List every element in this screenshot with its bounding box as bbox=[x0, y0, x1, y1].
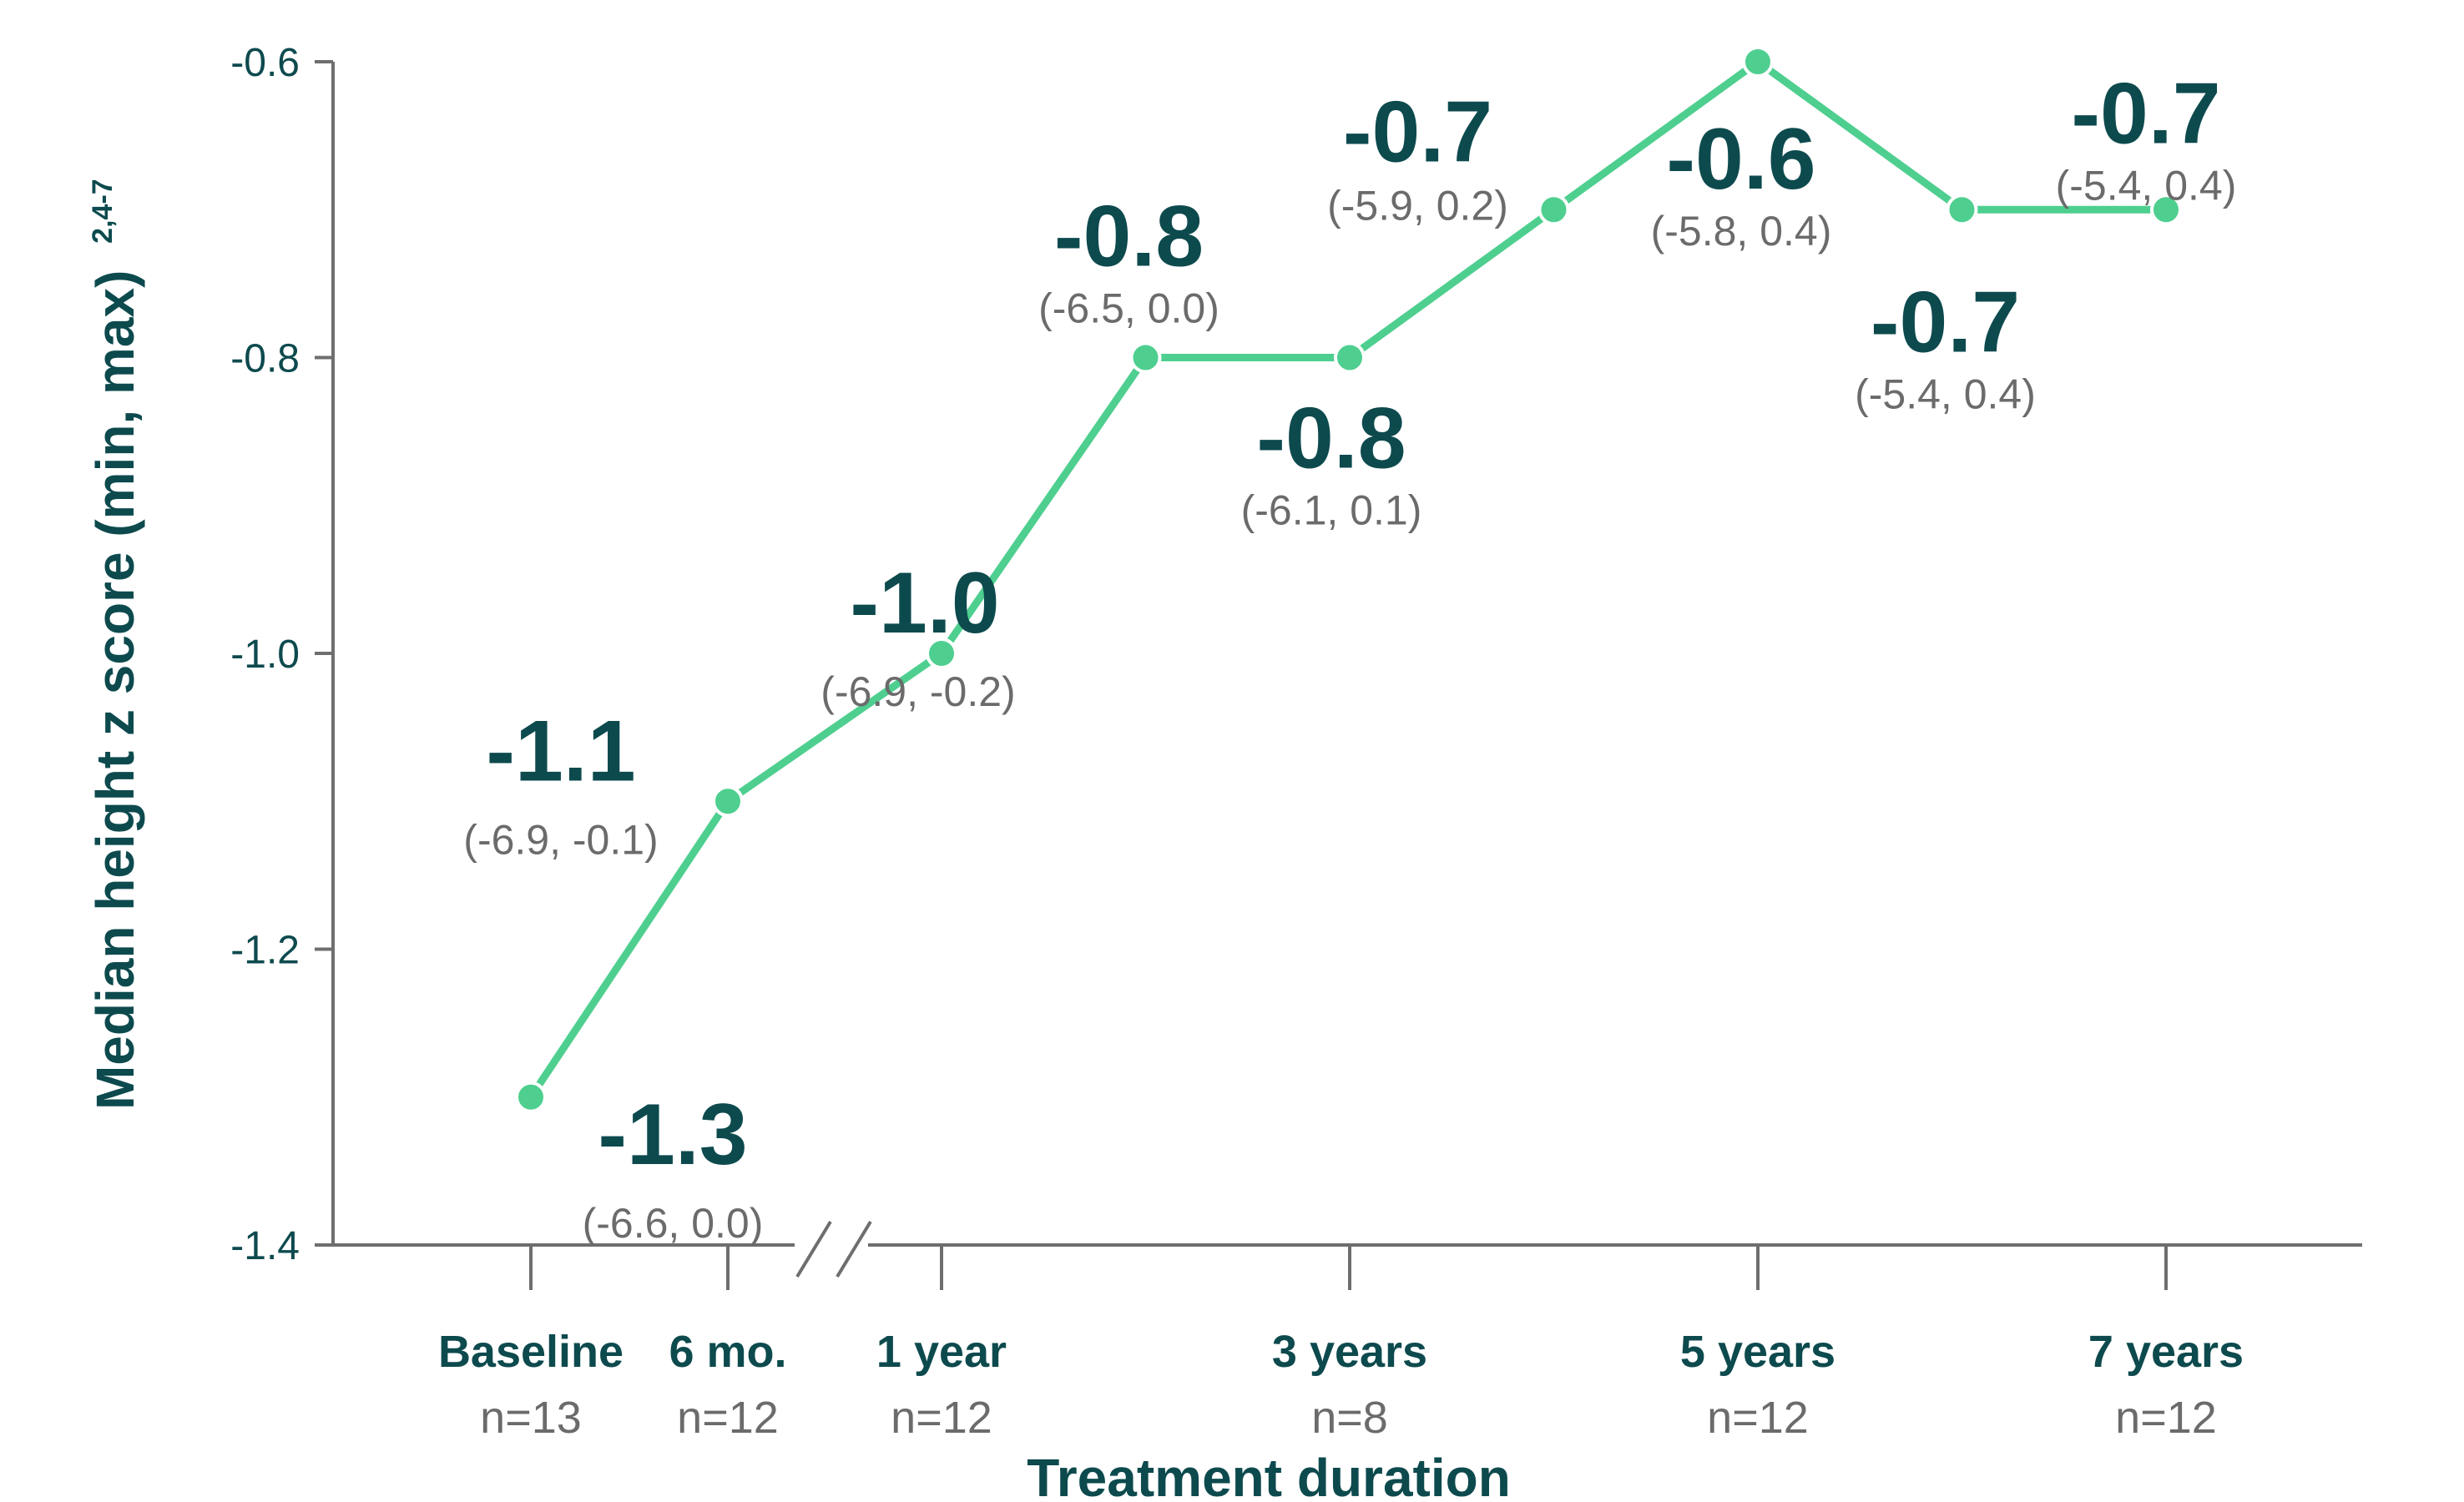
x-axis: Baseline n=13 6 mo. n=12 1 year n=12 3 years n=… bbox=[331, 1220, 2362, 1443]
x-tick-label: 7 years bbox=[2088, 1327, 2244, 1377]
y-axis-title-text: Median height z score (min, max) bbox=[85, 270, 145, 1110]
x-tick-n-label: n=12 bbox=[677, 1393, 779, 1443]
data-point bbox=[1537, 194, 1570, 226]
y-tick-label: -1.2 bbox=[230, 929, 300, 973]
data-point bbox=[712, 785, 744, 818]
value-label: -0.8 bbox=[1256, 391, 1406, 487]
range-label: (-5.8, 0.4) bbox=[1651, 208, 1832, 255]
y-tick-label: -0.8 bbox=[230, 337, 300, 381]
x-tick-label: 5 years bbox=[1680, 1327, 1835, 1377]
value-label: -1.1 bbox=[486, 703, 635, 799]
data-point bbox=[1334, 341, 1366, 374]
range-label: (-5.9, 0.2) bbox=[1327, 182, 1508, 229]
range-label: (-5.4, 0.4) bbox=[2056, 162, 2237, 209]
value-label: -0.7 bbox=[1871, 274, 2020, 370]
y-tick-label: -1.4 bbox=[230, 1224, 300, 1268]
range-label: (-6.6, 0.0) bbox=[583, 1200, 764, 1247]
range-label: (-6.9, -0.2) bbox=[820, 668, 1015, 715]
x-axis-title: Treatment duration bbox=[1027, 1448, 1511, 1502]
y-ticks: -0.6 -0.8 -1.0 -1.2 -1.4 bbox=[230, 41, 333, 1268]
axis-break-icon bbox=[795, 1220, 872, 1278]
value-label: -0.8 bbox=[1054, 189, 1204, 285]
x-tick-n-label: n=12 bbox=[891, 1393, 992, 1443]
value-label: -1.3 bbox=[598, 1086, 747, 1183]
data-labels: -1.3 (-6.6, 0.0) -1.1 (-6.9, -0.1) -1.0 (-6.9… bbox=[463, 65, 2236, 1247]
x-tick-n-label: n=8 bbox=[1311, 1393, 1388, 1443]
x-tick-label: 3 years bbox=[1272, 1327, 1427, 1377]
value-label: -0.7 bbox=[2071, 65, 2220, 162]
data-point bbox=[1129, 341, 1162, 374]
data-point bbox=[1742, 46, 1774, 78]
data-point bbox=[515, 1081, 547, 1113]
y-axis: -0.6 -0.8 -1.0 -1.2 -1.4 bbox=[230, 41, 335, 1268]
range-label: (-6.5, 0.0) bbox=[1038, 285, 1219, 332]
y-tick-label: -1.0 bbox=[230, 633, 300, 677]
x-ticks: Baseline n=13 6 mo. n=12 1 year n=12 3 years n=… bbox=[438, 1245, 2244, 1443]
y-tick-label: -0.6 bbox=[230, 41, 300, 85]
x-tick-n-label: n=12 bbox=[2115, 1393, 2217, 1443]
y-axis-title: Median height z score (min, max) 2,4-7 bbox=[85, 179, 145, 1110]
x-tick-label: 1 year bbox=[876, 1327, 1007, 1377]
x-tick-label: 6 mo. bbox=[669, 1327, 786, 1377]
x-tick-n-label: n=13 bbox=[480, 1393, 582, 1443]
x-tick-n-label: n=12 bbox=[1707, 1393, 1809, 1443]
value-label: -0.6 bbox=[1666, 111, 1815, 208]
value-label: -0.7 bbox=[1343, 83, 1492, 180]
data-point bbox=[2150, 194, 2182, 226]
range-label: (-5.4, 0.4) bbox=[1855, 370, 2036, 417]
range-label: (-6.9, -0.1) bbox=[463, 816, 658, 863]
series-median-height bbox=[515, 46, 2182, 1113]
value-label: -1.0 bbox=[850, 555, 999, 652]
data-point bbox=[926, 638, 957, 669]
data-point bbox=[1946, 194, 1978, 226]
x-tick-label: Baseline bbox=[438, 1327, 624, 1377]
range-label: (-6.1, 0.1) bbox=[1241, 487, 1422, 534]
y-axis-title-superscript: 2,4-7 bbox=[87, 179, 119, 244]
